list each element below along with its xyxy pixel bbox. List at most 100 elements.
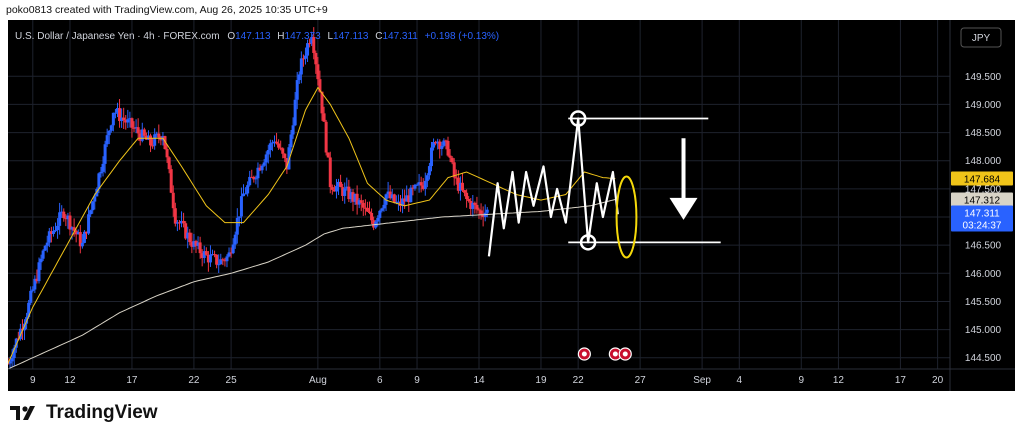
tradingview-logo[interactable]: TradingView: [10, 402, 158, 424]
candle-body: [270, 142, 274, 144]
candle-body: [475, 204, 479, 210]
candle-body: [93, 196, 97, 202]
candle-body: [326, 152, 330, 158]
candle-body: [221, 259, 225, 261]
projection-path: [487, 117, 619, 257]
candle-body: [146, 135, 150, 140]
candle-body: [122, 117, 126, 121]
candle-body: [341, 187, 345, 196]
candle-body: [450, 157, 454, 163]
candle-body: [423, 180, 427, 189]
candle-body: [215, 254, 219, 265]
candle-body: [444, 140, 448, 142]
candle-body: [382, 204, 386, 209]
candle-body: [163, 136, 167, 150]
candle-body: [177, 222, 181, 224]
candle-body: [318, 79, 322, 92]
candle-body: [227, 252, 231, 257]
y-tick-label: 148.500: [965, 128, 1002, 139]
candle-body: [390, 194, 394, 199]
candle-body: [173, 208, 177, 224]
candle-body: [363, 207, 367, 209]
candle-body: [380, 208, 384, 211]
candle-body: [198, 242, 202, 254]
candle-body: [359, 200, 363, 203]
candle-body: [471, 202, 475, 209]
ma-slow-line: [7, 199, 616, 370]
candle-body: [105, 135, 109, 145]
candle-body: [293, 99, 297, 126]
candle-body: [303, 55, 307, 59]
candle-body: [417, 182, 421, 185]
candle-body: [89, 210, 93, 215]
y-tick-label: 146.500: [965, 241, 1002, 252]
candle-body: [473, 202, 477, 205]
candle-body: [149, 135, 153, 146]
candle-body: [349, 192, 353, 200]
candle-body: [456, 177, 460, 191]
candle-body: [399, 201, 402, 206]
price-chart[interactable]: 144.500145.000145.500146.000146.500147.0…: [6, 20, 1015, 391]
candle-body: [434, 142, 438, 144]
y-tick-label: 145.000: [965, 325, 1002, 336]
candle-body: [477, 209, 481, 211]
last-price-value: 147.311: [964, 209, 1000, 220]
candle-body: [35, 278, 39, 282]
candle-body: [432, 142, 436, 148]
candle-body: [332, 189, 336, 192]
candle-body: [239, 196, 243, 217]
ohlc-change: +0.198 (+0.13%): [425, 31, 500, 42]
candle-body: [368, 211, 372, 213]
candle-body: [10, 358, 14, 362]
candle-body: [454, 177, 458, 179]
candle-body: [467, 199, 471, 202]
candle-body: [64, 218, 68, 220]
ohlc-high: 147.373: [285, 31, 322, 42]
candle-body: [72, 227, 76, 231]
candle-body: [479, 210, 483, 215]
moving-averages: [7, 86, 616, 370]
candle-body: [157, 133, 161, 138]
candle-body: [275, 141, 279, 144]
candle-body: [316, 64, 320, 80]
last-price-tag: [951, 205, 1013, 232]
candle-body: [427, 166, 431, 176]
candle-body: [314, 52, 318, 65]
candle-body: [242, 193, 245, 197]
last-price-countdown: 03:24:37: [963, 221, 1002, 232]
chart-caption: poko0813 created with TradingView.com, A…: [6, 4, 328, 16]
ohlc-close: 147.311: [382, 31, 418, 42]
brand-name: TradingView: [46, 402, 158, 423]
annotations: [487, 110, 721, 361]
candle-body: [339, 181, 343, 188]
highlight-ellipse: [615, 175, 638, 259]
candle-body: [405, 195, 409, 202]
svg-text:U.S. Dollar / Japanese Yen · 4: U.S. Dollar / Japanese Yen · 4h · FOREX.…: [15, 31, 499, 42]
candle-body: [66, 215, 70, 220]
candle-body: [233, 234, 237, 245]
candle-body: [225, 256, 229, 262]
candle-body: [155, 133, 159, 135]
candle-body: [39, 258, 43, 263]
candle-body: [118, 108, 122, 122]
candle-body: [308, 43, 312, 45]
candle-body: [409, 187, 413, 203]
candle-body: [153, 134, 157, 146]
candle-body: [463, 190, 467, 193]
x-tick-label: 6: [377, 375, 383, 386]
candle-body: [301, 58, 305, 60]
candle-body: [18, 328, 22, 339]
candle-body: [436, 141, 440, 144]
candle-body: [246, 185, 250, 194]
x-tick-label: 22: [573, 375, 585, 386]
candle-body: [27, 302, 31, 318]
y-tick-label: 147.500: [965, 184, 1002, 195]
candle-body: [186, 232, 190, 239]
candle-body: [287, 147, 291, 170]
candle-body: [219, 259, 223, 265]
candle-body: [328, 157, 332, 188]
candle-body: [208, 254, 212, 263]
candle-body: [264, 154, 268, 163]
currency-button[interactable]: JPY: [960, 27, 1002, 48]
candle-body: [320, 91, 324, 114]
